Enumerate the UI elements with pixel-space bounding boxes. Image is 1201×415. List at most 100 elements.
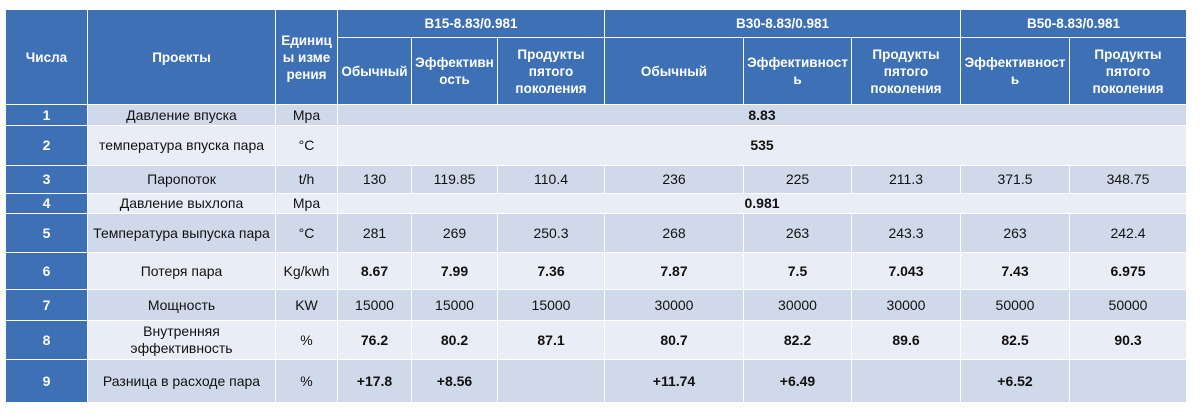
row-project: температура впуска пара	[87, 125, 276, 166]
row-number: 2	[5, 125, 88, 166]
data-row: 8 Внутренняя эффективность% 76.2 80.2 87.1 80…	[5, 320, 1188, 360]
data-row: 2 температура впуска пара °C 535	[5, 125, 1188, 166]
value-cell: 7.87	[604, 252, 744, 290]
value-cell: 130	[337, 165, 412, 194]
column-header: Эффективность	[960, 37, 1070, 105]
header-row: Числа Проекты Единицы измерения B15-8.83/0.…	[5, 9, 1188, 105]
value-cell: 250.3	[497, 213, 605, 253]
value-cell: 80.2	[411, 320, 498, 360]
subheader-row: Обычный Эффективность Продукты пятого поко…	[6, 37, 1188, 105]
value-cell: +6.49	[743, 359, 852, 403]
row-unit: %	[275, 320, 338, 360]
row-unit: Kg/kwh	[275, 252, 338, 290]
value-cell: 211.3	[851, 165, 961, 194]
value-cell: 80.7	[604, 320, 744, 360]
value-cell: 268	[604, 213, 744, 253]
data-row: 3 Паропоток t/h 130 119.85 110.4 236 225 211.3 37…	[5, 165, 1188, 194]
data-row: 4 Давление выхлопа Mpa 0.981	[5, 193, 1188, 214]
row-unit: °C	[275, 213, 338, 253]
value-cell: 371.5	[960, 165, 1070, 194]
value-cell	[497, 359, 605, 403]
value-cell: 6.975	[1068, 252, 1188, 290]
value-cell: 87.1	[497, 320, 605, 360]
group-header: B15-8.83/0.981	[337, 9, 605, 38]
value-cell: 82.2	[743, 320, 852, 360]
row-project: Внутренняя эффективность	[87, 320, 276, 360]
row-number: 1	[5, 104, 88, 126]
row-number: 3	[5, 165, 88, 194]
row-unit: KW	[275, 289, 338, 321]
value-cell: 269	[411, 213, 498, 253]
value-cell: 30000	[604, 289, 744, 321]
value-cell: 236	[604, 165, 744, 194]
value-cell: 50000	[1068, 289, 1188, 321]
row-number: 8	[5, 320, 88, 360]
row-unit: Mpa	[275, 104, 338, 126]
value-cell	[1068, 359, 1188, 403]
data-table: Числа Проекты Единицы измерения B15-8.83/0.…	[5, 9, 1188, 403]
value-cell: 242.4	[1068, 213, 1188, 253]
column-header: Продукты пятого поколения	[851, 37, 961, 105]
row-project: Давление выхлопа	[87, 193, 276, 214]
value-cell: 263	[743, 213, 852, 253]
value-cell: +6.52	[960, 359, 1070, 403]
row-unit: Mpa	[275, 193, 338, 214]
value-cell: 30000	[743, 289, 852, 321]
value-cell: 15000	[497, 289, 605, 321]
value-cell: 76.2	[337, 320, 412, 360]
data-row: 7 Мощность KW 15000 15000 15000 30000 30000 3000…	[5, 289, 1188, 321]
value-cell: +17.8	[337, 359, 412, 403]
row-number: 4	[5, 193, 88, 214]
value-cell: 7.43	[960, 252, 1070, 290]
value-cell: 7.043	[851, 252, 961, 290]
value-cell: 82.5	[960, 320, 1070, 360]
header-unit: Единицы измерения	[275, 9, 338, 105]
column-header: Обычный	[604, 37, 744, 105]
group-header: B30-8.83/0.981	[604, 9, 961, 38]
row-project: Давление впуска	[87, 104, 276, 126]
row-number: 6	[5, 252, 88, 290]
value-cell: 348.75	[1068, 165, 1188, 194]
value-cell: +11.74	[604, 359, 744, 403]
row-project: Паропоток	[87, 165, 276, 194]
row-project: Разница в расходе пара	[87, 359, 276, 403]
row-number: 7	[5, 289, 88, 321]
row-project: Температура выпуска пара	[87, 213, 276, 253]
row-project: Потеря пара	[87, 252, 276, 290]
row-number: 9	[5, 359, 88, 403]
value-cell: 7.99	[411, 252, 498, 290]
column-header: Продукты пятого поколения	[497, 37, 605, 105]
row-project: Мощность	[87, 289, 276, 321]
column-header: Эффективность	[743, 37, 852, 105]
value-cell: 535	[336, 125, 1188, 166]
data-row: 6 Потеря пара Kg/kwh 8.67 7.99 7.36 7.87 7.5 7.0…	[5, 252, 1188, 290]
value-cell: 225	[743, 165, 852, 194]
row-number: 5	[5, 213, 88, 253]
value-cell: 243.3	[851, 213, 961, 253]
value-cell: 15000	[411, 289, 498, 321]
value-cell: 7.5	[743, 252, 852, 290]
value-cell: 119.85	[411, 165, 498, 194]
column-header: Эффективность	[411, 37, 498, 105]
value-cell: 0.981	[336, 193, 1188, 214]
column-header: Обычный	[337, 37, 412, 105]
group-header: B50-8.83/0.981	[959, 9, 1188, 38]
row-unit: %	[275, 359, 338, 403]
data-row: 9 Разница в расходе пара% +17.8 +8.56 +11.74…	[5, 359, 1188, 403]
row-unit: °C	[275, 125, 338, 166]
value-cell: 30000	[851, 289, 961, 321]
data-row: 1 Давление впуска Mpa 8.83	[5, 104, 1188, 126]
column-header: Продукты пятого поколения	[1068, 37, 1188, 105]
header-number: Числа	[5, 9, 88, 105]
value-cell: 263	[960, 213, 1070, 253]
value-cell: +8.56	[411, 359, 498, 403]
value-cell: 15000	[337, 289, 412, 321]
value-cell: 110.4	[497, 165, 605, 194]
value-cell: 89.6	[851, 320, 961, 360]
value-cell: 8.83	[336, 104, 1188, 126]
row-unit: t/h	[275, 165, 338, 194]
value-cell: 281	[337, 213, 412, 253]
value-cell: 7.36	[497, 252, 605, 290]
data-row: 5 Температура выпуска пара °C 281 269 250.3 26…	[5, 213, 1188, 253]
